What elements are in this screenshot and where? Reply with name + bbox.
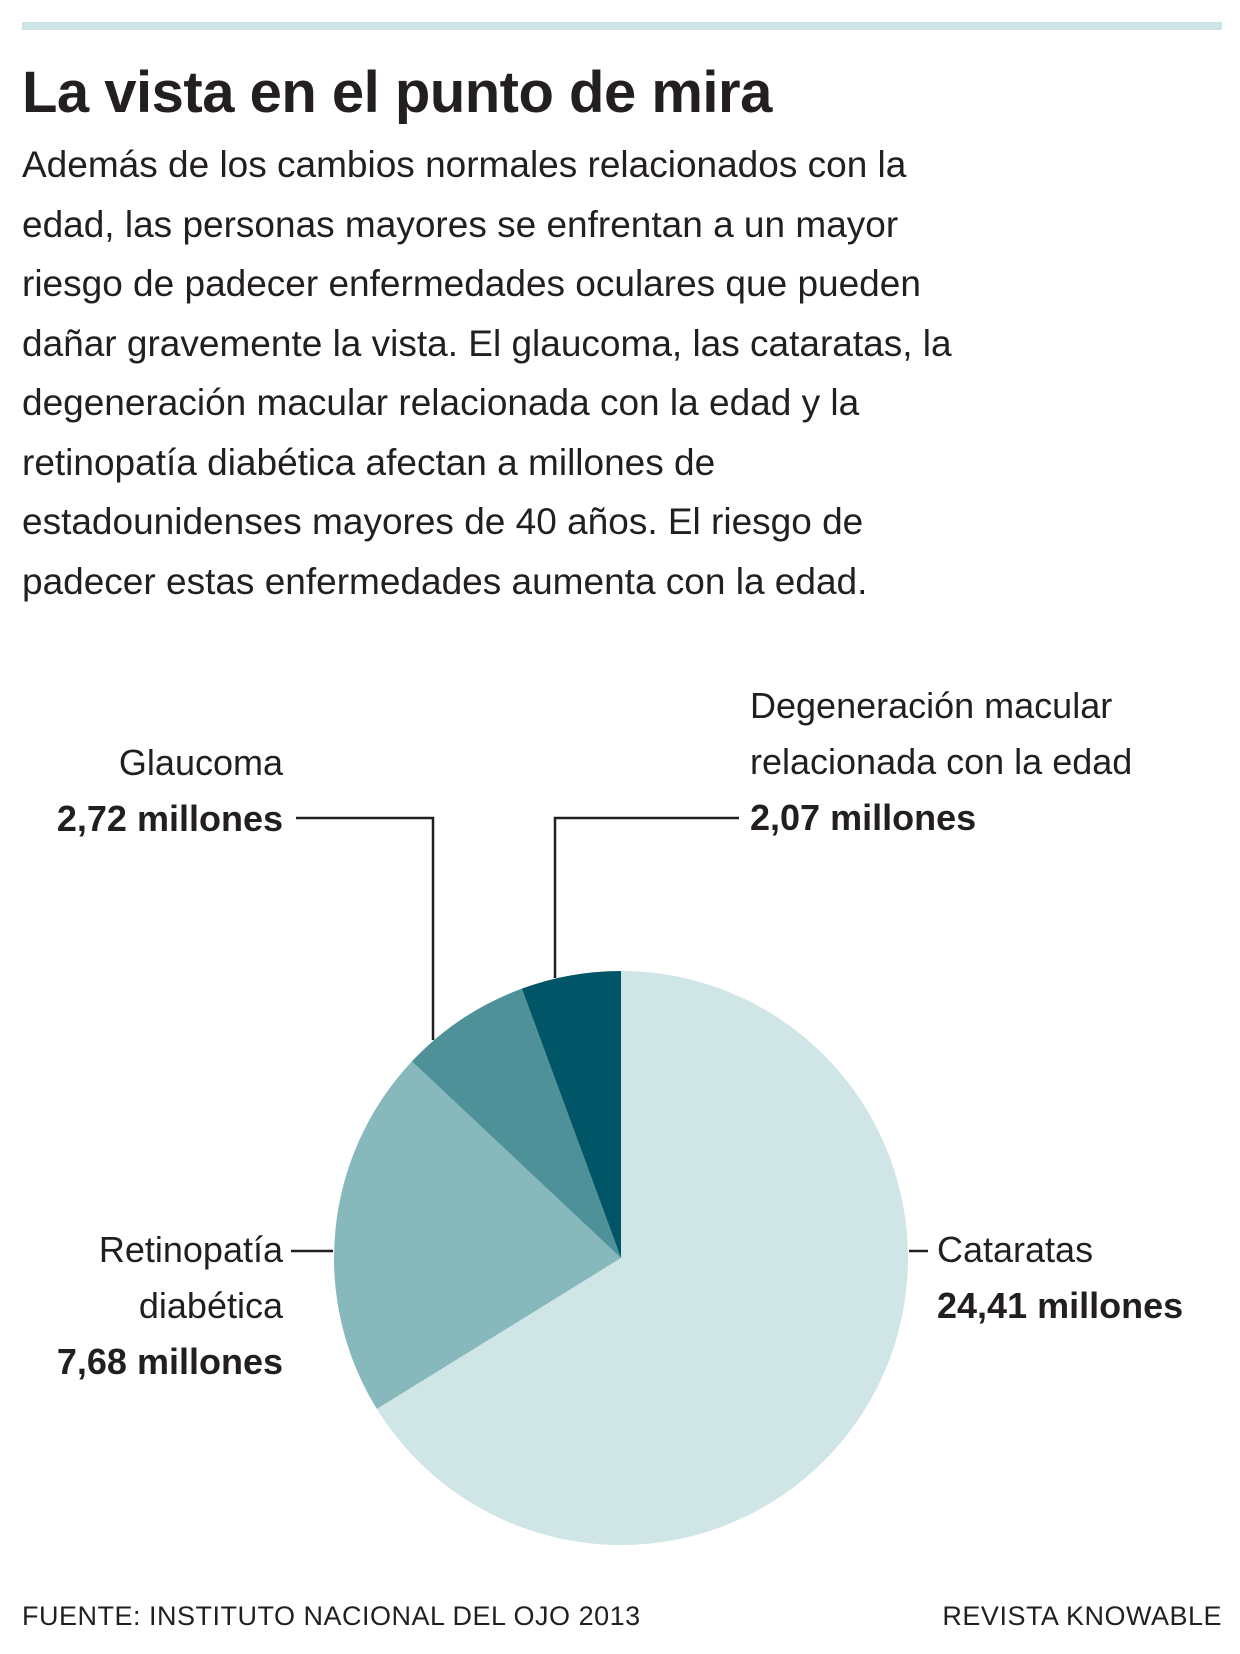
slice-label-name-line: diabética <box>138 1285 283 1326</box>
slice-label-value: 24,41 millones <box>937 1285 1184 1326</box>
slice-label-glaucoma: Glaucoma 2,72 millones <box>57 735 283 847</box>
intro-paragraph: Además de los cambios normales relaciona… <box>22 135 1202 611</box>
intro-line: dañar gravemente la vista. El glaucoma, … <box>22 322 952 364</box>
page-title: La vista en el punto de mira <box>22 60 772 125</box>
leader-lines <box>291 816 928 1253</box>
slice-label-name-line: Retinopatía <box>98 1229 283 1270</box>
slice-label-retinopatia: Retinopatía diabética 7,68 millones <box>57 1222 283 1390</box>
footer-brand: REVISTA KNOWABLE <box>942 1601 1222 1631</box>
leader-line-amd <box>553 816 739 978</box>
pie-slices <box>334 971 909 1546</box>
footer-source: FUENTE: INSTITUTO NACIONAL DEL OJO 2013 <box>22 1601 641 1631</box>
leader-line-glaucoma <box>296 816 435 1040</box>
slice-label-value: 2,72 millones <box>56 798 283 839</box>
intro-line: retinopatía diabética afectan a millones… <box>22 441 716 483</box>
intro-line: edad, las personas mayores se enfrentan … <box>22 203 899 245</box>
slice-label-value: 2,07 millones <box>750 797 977 838</box>
slice-label-value: 7,68 millones <box>56 1341 283 1382</box>
pie-slice-degeneracion <box>521 971 621 1258</box>
intro-line: degeneración macular relacionada con la … <box>22 382 860 423</box>
slice-label-name-line: Degeneración macular <box>750 685 1113 726</box>
intro-line: padecer estas enfermedades aumenta con l… <box>22 560 868 602</box>
slice-label-name: Cataratas <box>937 1229 1094 1270</box>
intro-line: Además de los cambios normales relaciona… <box>22 144 907 185</box>
top-rule <box>22 22 1222 30</box>
intro-line: estadounidenses mayores de 40 años. El r… <box>22 501 864 542</box>
slice-label-name-line: relacionada con la edad <box>750 741 1133 782</box>
slice-label-degeneracion-macular: Degeneración macular relacionada con la … <box>750 678 1132 846</box>
pie-slice-retinopatia <box>334 1061 621 1409</box>
pie-slice-cataratas <box>376 971 909 1546</box>
intro-line: riesgo de padecer enfermedades oculares … <box>22 263 921 304</box>
pie-slice-glaucoma <box>411 988 621 1258</box>
slice-label-cataratas: Cataratas 24,41 millones <box>937 1222 1183 1334</box>
slice-label-name: Glaucoma <box>118 742 283 783</box>
